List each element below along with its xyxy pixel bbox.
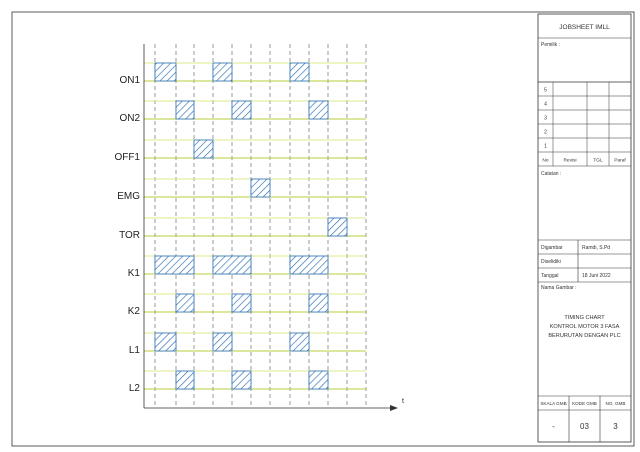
k1-pulse <box>154 255 195 275</box>
code-header: KODE GMB <box>572 401 597 406</box>
drawing-name-line-1: TIMING CHART <box>564 315 605 321</box>
l1-pulse <box>212 332 233 352</box>
signal-rows: ON1 ON2 OFF1 EMG TOR K1 K2 L1 L2 <box>114 62 366 394</box>
k1-pulse <box>212 255 252 275</box>
k2-pulse <box>231 293 252 313</box>
k2-pulse <box>175 293 195 313</box>
on1-pulse <box>289 62 310 82</box>
k2-pulse <box>308 293 329 313</box>
date-label: Tanggal <box>541 273 559 279</box>
drawn-by-label: Digambar <box>541 245 563 251</box>
l1-signal-label: L1 <box>129 345 141 356</box>
k1-signal-label: K1 <box>128 268 141 279</box>
on2-pulse <box>175 100 195 120</box>
on2-pulse <box>308 100 329 120</box>
k1-pulse <box>289 255 329 275</box>
time-axis-arrowhead <box>390 405 398 411</box>
owner-label: Pemilik : <box>541 42 560 48</box>
notes-label: Catatan : <box>541 171 561 177</box>
l2-pulse <box>308 370 329 390</box>
revision-header: TGL <box>593 158 603 164</box>
on2-signal-label: ON2 <box>119 113 140 124</box>
code-value: 03 <box>580 422 589 431</box>
drawing-name-line-3: BERURUTAN DENGAN PLC <box>548 333 620 339</box>
tor-signal-label: TOR <box>119 230 140 241</box>
off1-signal-label: OFF1 <box>114 152 140 163</box>
on1-signal-label: ON1 <box>119 75 140 86</box>
revision-header: Paraf <box>614 158 626 164</box>
emg-pulse <box>250 178 271 198</box>
revision-table: 5 4 3 2 1 No Revisi TGL Paraf <box>538 81 631 167</box>
jobsheet-title: JOBSHEET IMLL <box>559 24 610 31</box>
on2-pulse <box>231 100 252 120</box>
off1-pulse <box>193 139 214 159</box>
l1-pulse <box>289 332 310 352</box>
scale-header: SKALA GMB <box>540 401 566 406</box>
title-block: JOBSHEET IMLL Pemilik : 5 4 3 2 1 No Revisi TGL… <box>537 13 632 443</box>
revision-number: 1 <box>544 144 547 150</box>
number-value: 3 <box>613 422 618 431</box>
l1-pulse <box>154 332 177 352</box>
drawing-border <box>11 11 635 447</box>
revision-header: Revisi <box>563 158 576 164</box>
emg-signal-label: EMG <box>117 191 140 202</box>
revision-number: 3 <box>544 116 547 122</box>
time-axis-label: t <box>402 398 404 405</box>
on1-pulse <box>154 62 177 82</box>
timing-diagram: ON1 ON2 OFF1 EMG TOR K1 K2 L1 L2 t <box>114 44 404 411</box>
revision-number: 4 <box>544 102 547 108</box>
scale-value: - <box>552 422 555 431</box>
title-block-frame <box>537 13 632 443</box>
number-header: NO. GMB <box>606 401 626 406</box>
k2-signal-label: K2 <box>128 306 141 317</box>
tor-pulse <box>327 217 348 237</box>
checked-by-label: Diselidiki <box>541 259 561 265</box>
l2-pulse <box>231 370 252 390</box>
l2-pulse <box>175 370 195 390</box>
drawing-name-line-2: KONTROL MOTOR 3 FASA <box>550 324 620 330</box>
revision-header: No <box>542 158 548 164</box>
on1-pulse <box>212 62 233 82</box>
revision-number: 2 <box>544 130 547 136</box>
drawing-name-label: Nama Gambar : <box>541 285 577 291</box>
date-value: 18 Juni 2022 <box>582 273 611 279</box>
l2-signal-label: L2 <box>129 383 141 394</box>
revision-number: 5 <box>544 88 547 94</box>
drawn-by-value: Ramdi, S.Pd <box>582 245 610 251</box>
